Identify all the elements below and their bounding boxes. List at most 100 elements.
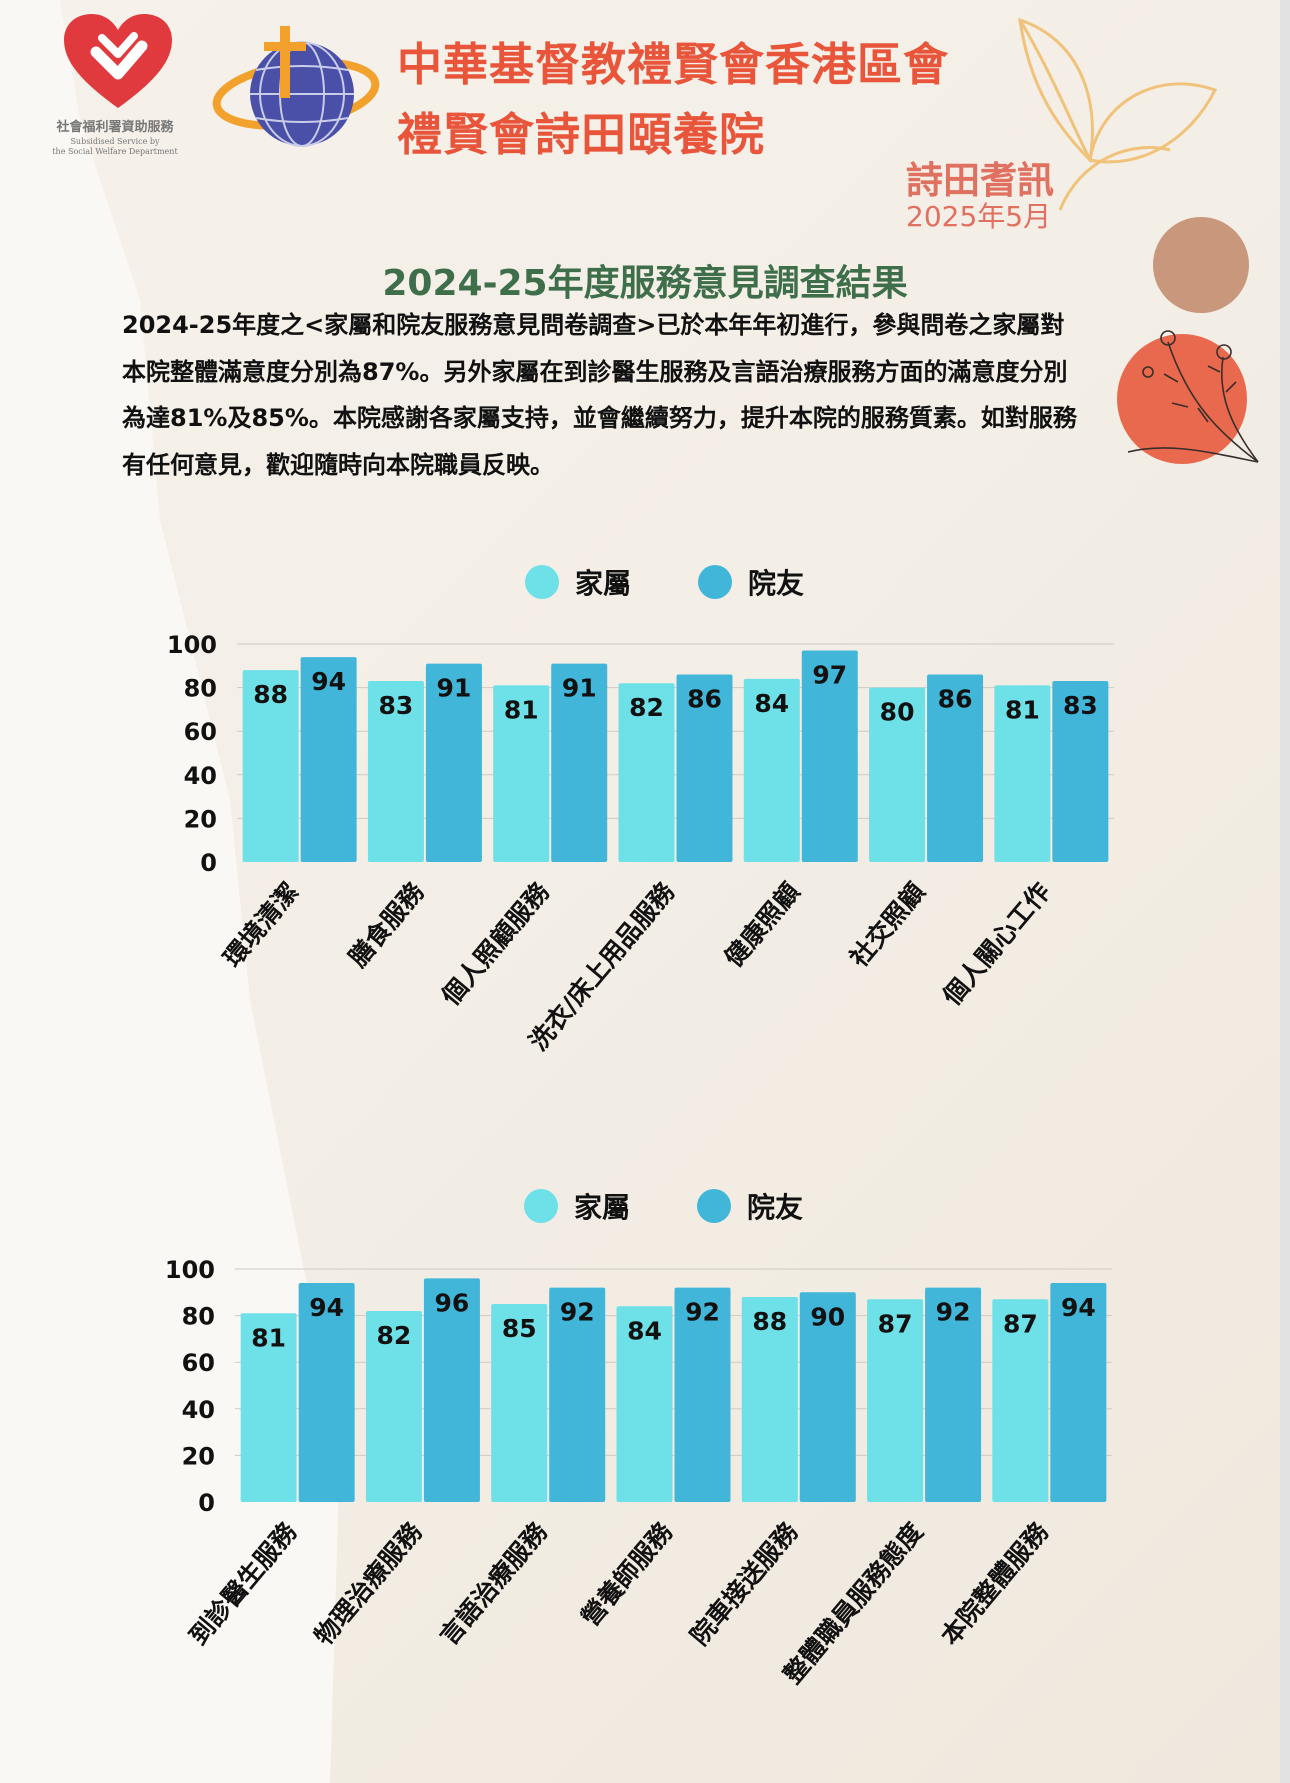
y-tick-label: 60 bbox=[182, 1349, 215, 1377]
bar-resident bbox=[551, 663, 608, 862]
bar-family bbox=[869, 687, 926, 862]
bar-value-label: 81 bbox=[504, 695, 539, 724]
bar-family bbox=[616, 1306, 673, 1502]
legend-resident-swatch bbox=[698, 565, 732, 599]
bar-value-label: 87 bbox=[878, 1309, 913, 1338]
bar-resident bbox=[425, 663, 482, 862]
bar-value-label: 91 bbox=[437, 674, 472, 703]
care-home-name: 禮賢會詩田頤養院 bbox=[397, 108, 766, 161]
y-tick-label: 40 bbox=[184, 762, 217, 790]
bar-family bbox=[493, 685, 550, 862]
y-tick-label: 20 bbox=[182, 1442, 215, 1470]
satisfaction-chart-1: 家屬 院友 0 20 40 60 80 100 88 94 環境清潔 83 91 膳食服務 81 91 個人… bbox=[0, 552, 1290, 1112]
bar-resident bbox=[801, 650, 858, 862]
bar-value-label: 87 bbox=[1003, 1309, 1038, 1338]
bar-value-label: 90 bbox=[810, 1302, 845, 1331]
bar-value-label: 91 bbox=[562, 674, 597, 703]
category-label: 本院整體服務 bbox=[935, 1516, 1054, 1650]
leaf-outline-decoration bbox=[1018, 17, 1218, 211]
category-label: 到診醫生服務 bbox=[184, 1516, 303, 1650]
legend-family-swatch bbox=[524, 1189, 558, 1223]
category-label: 營養師服務 bbox=[576, 1516, 679, 1631]
category-label: 整體職員服務態度 bbox=[778, 1517, 929, 1689]
bar-value-label: 81 bbox=[251, 1323, 286, 1352]
bar-family bbox=[867, 1299, 924, 1502]
bar-resident bbox=[549, 1287, 606, 1502]
category-label: 個人照顧服務 bbox=[436, 876, 556, 1011]
legend-resident-label: 院友 bbox=[747, 1191, 804, 1224]
y-tick-label: 100 bbox=[167, 631, 217, 659]
newsletter-title: 詩田耆訊 bbox=[906, 159, 1054, 202]
page-edge bbox=[1280, 0, 1290, 1783]
category-label: 膳食服務 bbox=[343, 876, 430, 972]
satisfaction-chart-2: 家屬 院友 0 20 40 60 80 100 81 94 到診醫生服務 82 96 物理治療服務 85… bbox=[0, 1176, 1290, 1776]
bar-value-label: 85 bbox=[502, 1314, 537, 1343]
y-tick-label: 80 bbox=[184, 675, 217, 703]
chart1-plot: 0 20 40 60 80 100 88 94 環境清潔 83 91 膳食服務 81 91 個人照顧服務 82… bbox=[167, 631, 1114, 1056]
organization-name: 中華基督教禮賢會香港區會 bbox=[397, 38, 950, 91]
category-label: 言語治療服務 bbox=[434, 1516, 553, 1650]
bar-family bbox=[618, 683, 675, 862]
legend-resident-swatch bbox=[697, 1189, 731, 1223]
bar-value-label: 92 bbox=[560, 1298, 595, 1327]
category-label: 物理治療服務 bbox=[309, 1516, 428, 1650]
church-globe-logo bbox=[212, 26, 380, 147]
legend-resident: 院友 bbox=[697, 1184, 803, 1228]
y-tick-label: 60 bbox=[184, 718, 217, 746]
bar-family bbox=[743, 678, 800, 862]
category-label: 個人關心工作 bbox=[937, 877, 1056, 1011]
bar-resident bbox=[674, 1287, 731, 1502]
bar-family bbox=[242, 670, 299, 862]
legend-family: 家屬 bbox=[525, 560, 631, 604]
legend-family-swatch bbox=[525, 565, 559, 599]
bar-family bbox=[741, 1296, 798, 1502]
legend-resident-label: 院友 bbox=[748, 567, 805, 600]
y-tick-label: 100 bbox=[165, 1256, 215, 1284]
bar-resident bbox=[300, 657, 357, 862]
bar-family bbox=[992, 1299, 1049, 1502]
legend-family-label: 家屬 bbox=[575, 567, 632, 600]
bar-value-label: 82 bbox=[377, 1321, 412, 1350]
bar-value-label: 97 bbox=[812, 661, 847, 690]
bar-value-label: 83 bbox=[1063, 691, 1098, 720]
bar-family bbox=[367, 681, 424, 862]
bar-value-label: 83 bbox=[379, 691, 414, 720]
bar-value-label: 81 bbox=[1005, 695, 1040, 724]
y-tick-label: 40 bbox=[182, 1396, 215, 1424]
legend-family-label: 家屬 bbox=[574, 1191, 631, 1224]
bar-value-label: 84 bbox=[754, 689, 789, 718]
bar-value-label: 96 bbox=[435, 1288, 470, 1317]
y-tick-label: 80 bbox=[182, 1303, 215, 1331]
legend-family: 家屬 bbox=[524, 1184, 630, 1228]
swd-heart-logo bbox=[64, 14, 172, 108]
swd-en-line2: the Social Welfare Department bbox=[52, 147, 178, 156]
bar-family bbox=[240, 1313, 297, 1502]
report-title: 2024-25年度服務意見調查結果 bbox=[382, 263, 908, 304]
bar-resident bbox=[799, 1292, 856, 1502]
category-label: 院車接送服務 bbox=[685, 1516, 804, 1650]
bar-resident bbox=[927, 674, 984, 862]
bar-resident bbox=[423, 1278, 480, 1502]
bar-value-label: 88 bbox=[752, 1307, 787, 1336]
bar-value-label: 84 bbox=[627, 1316, 662, 1345]
intro-paragraph: 2024-25年度之<家屬和院友服務意見問卷調查>已於本年年初進行，參與問卷之家… bbox=[122, 311, 1077, 479]
swd-en-line1: Subsidised Service by bbox=[70, 137, 160, 146]
legend-resident: 院友 bbox=[698, 560, 804, 604]
bar-value-label: 80 bbox=[880, 698, 915, 727]
bar-value-label: 94 bbox=[1061, 1293, 1096, 1322]
bar-value-label: 86 bbox=[687, 685, 722, 714]
issue-date: 2025年5月 bbox=[906, 200, 1052, 233]
bar-value-label: 82 bbox=[629, 693, 664, 722]
bar-value-label: 94 bbox=[309, 1293, 344, 1322]
bar-value-label: 92 bbox=[936, 1298, 971, 1327]
bar-resident bbox=[676, 674, 733, 862]
category-label: 健康照顧 bbox=[719, 877, 806, 972]
category-label: 社交照顧 bbox=[844, 877, 931, 972]
swd-label-cn: 社會福利署資助服務 bbox=[56, 120, 174, 135]
bar-resident bbox=[1050, 1282, 1107, 1502]
flower-sketch-decoration bbox=[1127, 330, 1259, 463]
swd-label-en: Subsidised Service by the Social Welfare… bbox=[40, 137, 190, 157]
bar-family bbox=[365, 1310, 422, 1502]
y-tick-label: 0 bbox=[198, 1489, 215, 1517]
chart2-legend: 家屬 院友 bbox=[0, 1184, 1290, 1228]
